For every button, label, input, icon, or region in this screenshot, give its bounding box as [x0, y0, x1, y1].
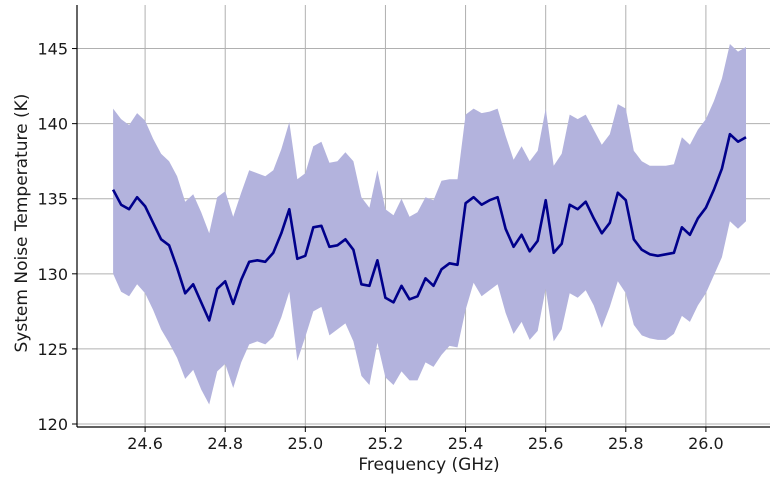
uncertainty-band-area [113, 44, 746, 405]
x-tick-label-25.6: 25.6 [528, 434, 564, 453]
x-axis-ticks: 24.6 24.8 25.0 25.2 25.4 25.6 25.8 26.0 [127, 427, 723, 453]
x-tick-label-26.0: 26.0 [688, 434, 724, 453]
x-tick-label-24.8: 24.8 [207, 434, 243, 453]
y-tick-label-135: 135 [37, 190, 68, 209]
y-tick-label-145: 145 [37, 40, 68, 59]
x-tick-label-25.2: 25.2 [368, 434, 404, 453]
x-tick-label-25.4: 25.4 [448, 434, 484, 453]
x-tick-label-25.8: 25.8 [608, 434, 644, 453]
y-tick-label-140: 140 [37, 115, 68, 134]
y-tick-label-130: 130 [37, 265, 68, 284]
x-tick-label-24.6: 24.6 [127, 434, 163, 453]
x-axis-label: Frequency (GHz) [358, 455, 499, 475]
uncertainty-band [113, 44, 746, 405]
y-axis-ticks: 120 125 130 135 140 145 [37, 40, 77, 434]
y-tick-label-120: 120 [37, 415, 68, 434]
y-tick-label-125: 125 [37, 340, 68, 359]
y-axis-label: System Noise Temperature (K) [12, 94, 32, 353]
x-tick-label-25.0: 25.0 [288, 434, 324, 453]
